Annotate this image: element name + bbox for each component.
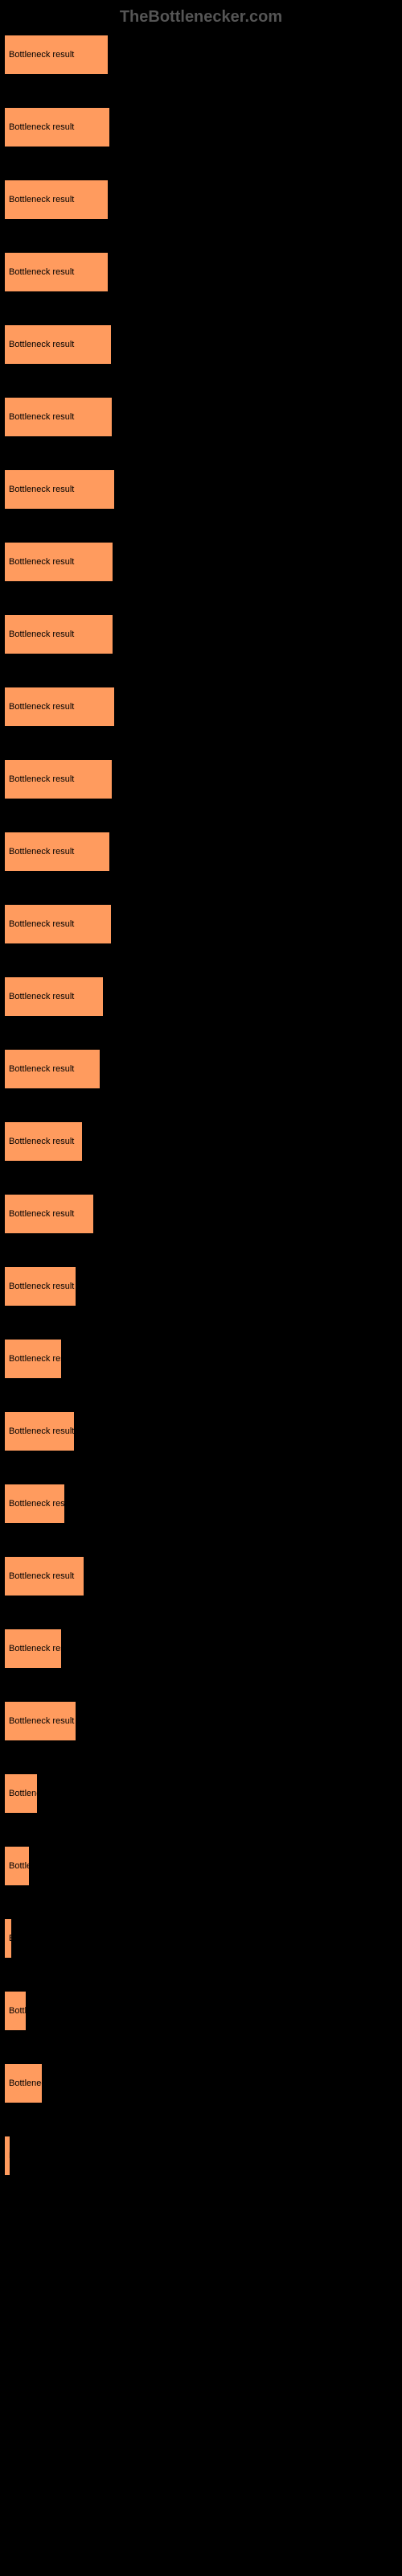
bar-row: Bottleneck result xyxy=(4,1049,402,1089)
bar-row: Bottleneck result xyxy=(4,759,402,799)
bar-row: Bottleneck result xyxy=(4,1411,402,1451)
watermark-text: TheBottlenecker.com xyxy=(0,8,402,27)
bar-chart: Bottleneck result Bottleneck result Bottle… xyxy=(0,35,402,2176)
chart-bar: Bottleneck result xyxy=(4,1629,62,1669)
bar-row: Bottleneck result xyxy=(4,397,402,437)
chart-bar: Bottleneck result xyxy=(4,1484,65,1524)
chart-bar: Bottleneck result xyxy=(4,614,113,654)
chart-bar: Bottleneck result xyxy=(4,1339,62,1379)
bar-row: Bottleneck result xyxy=(4,1556,402,1596)
bar-row: Bottleneck result xyxy=(4,107,402,147)
chart-bar: Bottleneck result xyxy=(4,832,110,872)
bar-row: Bottleneck result xyxy=(4,1266,402,1307)
chart-bar: Bottleneck result xyxy=(4,252,109,292)
chart-bar: Bottleneck result xyxy=(4,542,113,582)
chart-bar: Bottleneck result xyxy=(4,1773,38,1814)
chart-bar: Bottleneck result xyxy=(4,324,112,365)
bar-row: Bottleneck result xyxy=(4,1194,402,1234)
chart-bar: Bottleneck result xyxy=(4,1556,84,1596)
chart-bar: Bottleneck result xyxy=(4,35,109,75)
chart-bar: Bottleneck result xyxy=(4,1701,76,1741)
chart-bar: Bottleneck result xyxy=(4,180,109,220)
bar-row: Bottleneck result xyxy=(4,324,402,365)
chart-bar: Bottleneck result xyxy=(4,1049,100,1089)
chart-bar: Bottleneck result xyxy=(4,1918,12,1959)
bar-row: Bottleneck result xyxy=(4,542,402,582)
chart-bar: Bottleneck result xyxy=(4,107,110,147)
bar-row: Bottleneck result xyxy=(4,1629,402,1669)
chart-bar: Bottleneck result xyxy=(4,687,115,727)
bar-row: Bottleneck result xyxy=(4,252,402,292)
bar-row: Bottleneck result xyxy=(4,1484,402,1524)
bar-row: Bottleneck result xyxy=(4,832,402,872)
chart-bar: Bottleneck result xyxy=(4,1121,83,1162)
bar-row: Bottleneck result xyxy=(4,1339,402,1379)
bar-row: Bottleneck result xyxy=(4,1701,402,1741)
bar-row: Bottleneck result xyxy=(4,469,402,510)
chart-bar: Bottleneck result xyxy=(4,1266,76,1307)
chart-bar: Bottleneck result xyxy=(4,469,115,510)
chart-bar: Bottleneck result xyxy=(4,2063,43,2103)
bar-row: Bottleneck result xyxy=(4,1918,402,1959)
chart-bar: Bottleneck result xyxy=(4,397,113,437)
bar-row: Bottleneck result xyxy=(4,1846,402,1886)
chart-bar: Bottleneck result xyxy=(4,759,113,799)
bar-row: Bottleneck result xyxy=(4,2063,402,2103)
chart-bar: Bottleneck result xyxy=(4,1411,75,1451)
bar-row: Bottleneck result xyxy=(4,35,402,75)
chart-bar: Bottleneck result xyxy=(4,976,104,1017)
bar-row: Bottleneck result xyxy=(4,2136,402,2176)
bar-row: Bottleneck result xyxy=(4,180,402,220)
bar-row: Bottleneck result xyxy=(4,904,402,944)
bar-row: Bottleneck result xyxy=(4,687,402,727)
bar-row: Bottleneck result xyxy=(4,1991,402,2031)
chart-bar: Bottleneck result xyxy=(4,1991,27,2031)
chart-bar: Bottleneck result xyxy=(4,2136,10,2176)
bar-row: Bottleneck result xyxy=(4,1121,402,1162)
bar-row: Bottleneck result xyxy=(4,1773,402,1814)
chart-bar: Bottleneck result xyxy=(4,1846,30,1886)
chart-bar: Bottleneck result xyxy=(4,904,112,944)
chart-bar: Bottleneck result xyxy=(4,1194,94,1234)
bar-row: Bottleneck result xyxy=(4,614,402,654)
bar-row: Bottleneck result xyxy=(4,976,402,1017)
